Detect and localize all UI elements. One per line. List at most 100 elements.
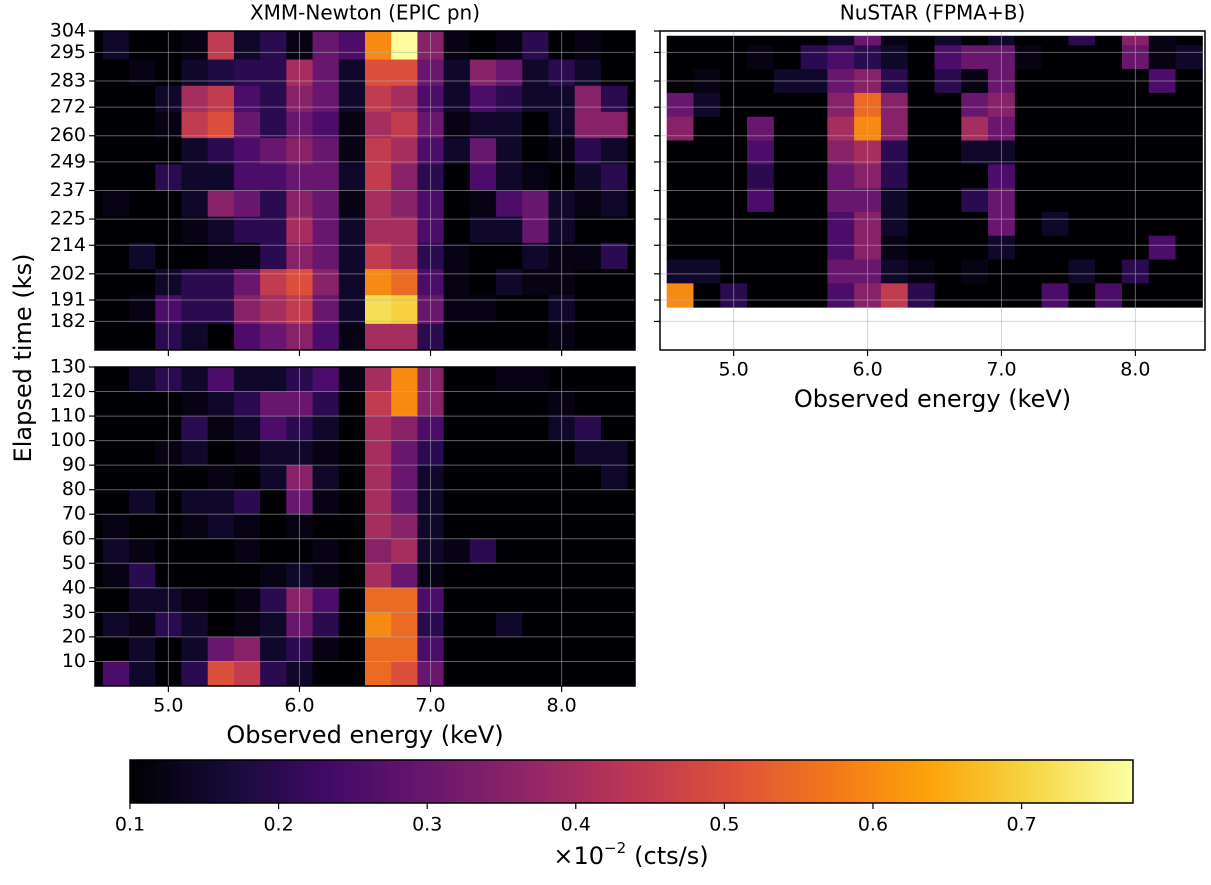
heatmap-cell	[666, 283, 694, 308]
heatmap-cell	[338, 514, 366, 540]
heatmap-cell	[574, 538, 602, 564]
heatmap-cell	[365, 111, 392, 139]
heatmap-cell	[312, 612, 340, 638]
heatmap-cell	[338, 538, 366, 564]
heatmap-cell	[496, 59, 523, 87]
heatmap-cell	[443, 111, 471, 139]
heatmap-cell	[961, 235, 989, 261]
heatmap-cell	[600, 465, 628, 491]
heatmap-cell	[260, 661, 287, 686]
heatmap-cell	[522, 269, 549, 296]
y-tick-label: 182	[50, 310, 86, 332]
panel-title: NuSTAR (FPMA+B)	[840, 1, 1026, 25]
heatmap-cell	[1175, 211, 1203, 237]
heatmap-cell	[129, 190, 156, 218]
heatmap-cell	[1041, 283, 1069, 308]
heatmap-cell	[496, 612, 523, 638]
heatmap-cell	[522, 216, 549, 244]
heatmap-cell	[522, 661, 549, 686]
heatmap-cell	[800, 45, 828, 70]
colorbar-tick-label: 0.6	[858, 814, 888, 836]
heatmap-cell	[102, 514, 130, 540]
x-tick-label: 5.0	[153, 695, 183, 717]
heatmap-cell	[907, 283, 936, 308]
heatmap-cell	[129, 59, 156, 87]
heatmap-cell	[1068, 164, 1096, 189]
heatmap-cell	[522, 85, 549, 113]
heatmap-cell	[469, 138, 497, 165]
heatmap-cell	[496, 465, 523, 491]
heatmap-cell	[338, 190, 366, 218]
heatmap-cell	[207, 242, 235, 270]
heatmap-cell	[574, 138, 602, 165]
heatmap-cell	[469, 85, 497, 113]
heatmap-cell	[338, 164, 366, 191]
heatmap-cell	[365, 489, 392, 515]
heatmap-cell	[693, 164, 721, 189]
heatmap-cell	[773, 45, 802, 70]
heatmap-cell	[260, 216, 287, 244]
heatmap-cell	[574, 216, 602, 244]
heatmap-cell	[666, 259, 694, 284]
heatmap-cell	[207, 465, 235, 491]
x-axis-label: Observed energy (keV)	[226, 721, 503, 749]
heatmap-cell	[233, 612, 261, 638]
heatmap-cell	[181, 216, 209, 244]
heatmap-cell	[1014, 45, 1043, 70]
heatmap-cell	[522, 538, 549, 564]
heatmap-cell	[312, 85, 340, 113]
heatmap-cell	[1095, 45, 1123, 70]
heatmap-cell	[469, 514, 497, 540]
heatmap-cell	[181, 138, 209, 165]
heatmap-cell	[600, 323, 628, 350]
heatmap-cell	[907, 116, 936, 142]
heatmap-cell	[600, 85, 628, 113]
y-tick-label: 90	[62, 454, 86, 476]
heatmap-cell	[312, 164, 340, 191]
heatmap-cell	[469, 465, 497, 491]
heatmap-cell	[773, 35, 802, 46]
heatmap-cell	[338, 367, 366, 393]
heatmap-cell	[1041, 140, 1069, 165]
heatmap-cell	[934, 116, 962, 142]
heatmap-cell	[233, 440, 261, 466]
heatmap-cell	[496, 31, 523, 61]
heatmap-cell	[496, 85, 523, 113]
heatmap-cell	[312, 323, 340, 350]
heatmap-cell	[469, 489, 497, 515]
heatmap-cell	[1014, 235, 1043, 261]
heatmap-cell	[365, 514, 392, 540]
heatmap-cell	[260, 190, 287, 218]
heatmap-cell	[1148, 116, 1177, 142]
heatmap-cell	[181, 31, 209, 61]
heatmap-cell	[207, 269, 235, 296]
heatmap-cell	[1014, 283, 1043, 308]
heatmap-cell	[365, 416, 392, 442]
heatmap-cell	[522, 190, 549, 218]
panel-title: XMM-Newton (EPIC pn)	[250, 1, 480, 25]
heatmap-cell	[312, 31, 340, 61]
heatmap-cell	[233, 216, 261, 244]
heatmap-cell	[800, 35, 828, 46]
heatmap-cell	[469, 59, 497, 87]
colorbar-tick-label: 0.5	[709, 814, 739, 836]
heatmap-cell	[934, 188, 962, 213]
heatmap-cell	[260, 391, 287, 417]
heatmap-cell	[102, 164, 130, 191]
heatmap-cell	[338, 323, 366, 350]
heatmap-cell	[469, 323, 497, 350]
heatmap-cell	[102, 563, 130, 589]
heatmap-cell	[312, 269, 340, 296]
heatmap-cell	[1041, 92, 1069, 118]
heatmap-cell	[600, 216, 628, 244]
heatmap-cell	[574, 164, 602, 191]
x-axis-label: Observed energy (keV)	[794, 385, 1071, 413]
heatmap-cell	[693, 283, 721, 308]
heatmap-cell	[961, 116, 989, 142]
y-tick-label: 249	[50, 150, 86, 172]
heatmap-cell	[233, 190, 261, 218]
heatmap-cell	[600, 164, 628, 191]
heatmap-cell	[600, 563, 628, 589]
heatmap-cell	[365, 31, 392, 61]
